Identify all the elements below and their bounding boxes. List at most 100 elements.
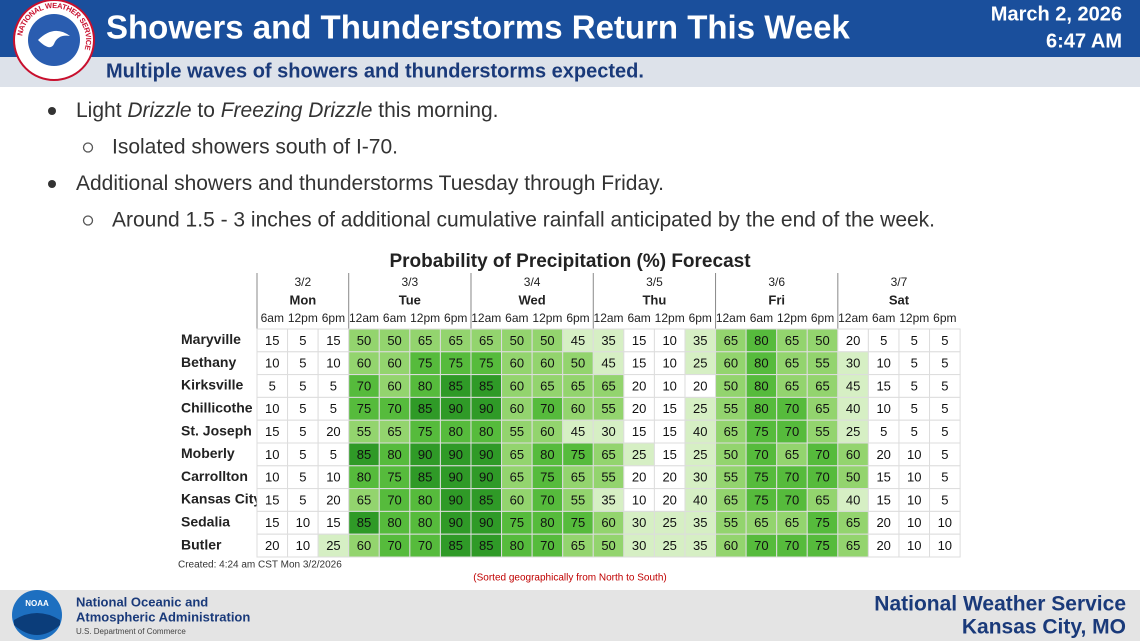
cell-value: 65 (724, 492, 738, 507)
cell-value: 25 (846, 424, 860, 439)
bullet-text: Isolated showers south of I-70. (112, 135, 398, 158)
sort-note: (Sorted geographically from North to Sou… (473, 573, 666, 584)
bullet-text: Additional showers and thunderstorms Tue… (76, 172, 664, 195)
cell-value: 5 (911, 378, 918, 393)
cell-value: 85 (448, 378, 462, 393)
cell-value: 70 (785, 470, 799, 485)
cell-value: 75 (510, 515, 524, 530)
cell-value: 65 (815, 401, 829, 416)
cell-value: 45 (846, 378, 860, 393)
office-line: Kansas City, MO (962, 616, 1126, 639)
cell-value: 35 (693, 538, 707, 553)
cell-value: 65 (510, 447, 524, 462)
cell-value: 10 (662, 378, 676, 393)
cell-value: 35 (601, 333, 615, 348)
cell-value: 5 (299, 470, 306, 485)
bullet-segment: Freezing Drizzle (221, 99, 373, 122)
cell-value: 65 (571, 538, 585, 553)
bullet-segment: Light (76, 99, 127, 122)
cell-value: 10 (296, 538, 310, 553)
cell-value: 10 (265, 356, 279, 371)
cell-value: 10 (265, 470, 279, 485)
cell-value: 65 (387, 424, 401, 439)
location-name: Kirksville (181, 377, 243, 393)
cell-value: 90 (448, 470, 462, 485)
cell-value: 90 (448, 492, 462, 507)
cell-value: 10 (265, 447, 279, 462)
cell-value: 15 (632, 356, 646, 371)
cell-value: 90 (448, 447, 462, 462)
cell-value: 30 (632, 515, 646, 530)
location-name: Kansas City (181, 491, 261, 507)
cell-value: 20 (326, 492, 340, 507)
cell-value: 70 (785, 401, 799, 416)
cell-value: 5 (299, 401, 306, 416)
footer-bar (0, 590, 1140, 641)
cell-value: 20 (265, 538, 279, 553)
day-date: 3/2 (295, 275, 312, 289)
cell-value: 5 (911, 356, 918, 371)
cell-value: 75 (479, 356, 493, 371)
cell-value: 10 (907, 447, 921, 462)
cell-value: 60 (510, 378, 524, 393)
cell-value: 55 (724, 401, 738, 416)
cell-value: 65 (601, 447, 615, 462)
cell-value: 60 (601, 515, 615, 530)
cell-value: 50 (571, 356, 585, 371)
title: Showers and Thunderstorms Return This We… (106, 9, 851, 46)
day-name: Mon (289, 292, 316, 307)
cell-value: 75 (418, 424, 432, 439)
cell-value: 30 (693, 470, 707, 485)
location-name: Moberly (181, 445, 235, 461)
time-label: 6pm (322, 311, 345, 325)
cell-value: 55 (815, 356, 829, 371)
cell-value: 5 (269, 378, 276, 393)
date: March 2, 2026 (991, 3, 1122, 25)
time-label: 6pm (689, 311, 712, 325)
cell-value: 15 (632, 424, 646, 439)
cell-value: 85 (357, 515, 371, 530)
cell-value: 20 (326, 424, 340, 439)
cell-value: 10 (662, 333, 676, 348)
agency-line: Atmospheric Administration (76, 609, 250, 624)
subtitle: Multiple waves of showers and thundersto… (106, 60, 644, 82)
day-date: 3/3 (402, 275, 419, 289)
subtitle-bar (0, 57, 1140, 87)
cell-value: 85 (479, 538, 493, 553)
cell-value: 35 (601, 492, 615, 507)
time: 6:47 AM (1046, 30, 1122, 52)
cell-value: 90 (479, 447, 493, 462)
cell-value: 60 (387, 356, 401, 371)
cell-value: 45 (571, 333, 585, 348)
cell-value: 75 (754, 424, 768, 439)
cell-value: 70 (785, 492, 799, 507)
bullet-dot (48, 180, 56, 188)
cell-value: 5 (911, 333, 918, 348)
cell-value: 35 (693, 515, 707, 530)
bullet-text: Around 1.5 - 3 inches of additional cumu… (112, 208, 935, 231)
cell-value: 90 (479, 401, 493, 416)
cell-value: 80 (418, 515, 432, 530)
time-label: 6am (383, 311, 406, 325)
cell-value: 90 (479, 515, 493, 530)
cell-value: 10 (296, 515, 310, 530)
cell-value: 5 (941, 424, 948, 439)
time-label: 12am (716, 311, 746, 325)
bullet-segment: this morning. (372, 99, 498, 122)
cell-value: 60 (510, 401, 524, 416)
cell-value: 75 (815, 538, 829, 553)
cell-value: 20 (876, 515, 890, 530)
cell-value: 75 (540, 470, 554, 485)
time-label: 12pm (655, 311, 685, 325)
cell-value: 25 (632, 447, 646, 462)
time-label: 12am (471, 311, 501, 325)
cell-value: 60 (540, 356, 554, 371)
cell-value: 5 (941, 492, 948, 507)
cell-value: 70 (418, 538, 432, 553)
cell-value: 90 (479, 470, 493, 485)
cell-value: 85 (479, 492, 493, 507)
day-name: Wed (519, 292, 546, 307)
table-title: Probability of Precipitation (%) Forecas… (389, 251, 751, 272)
